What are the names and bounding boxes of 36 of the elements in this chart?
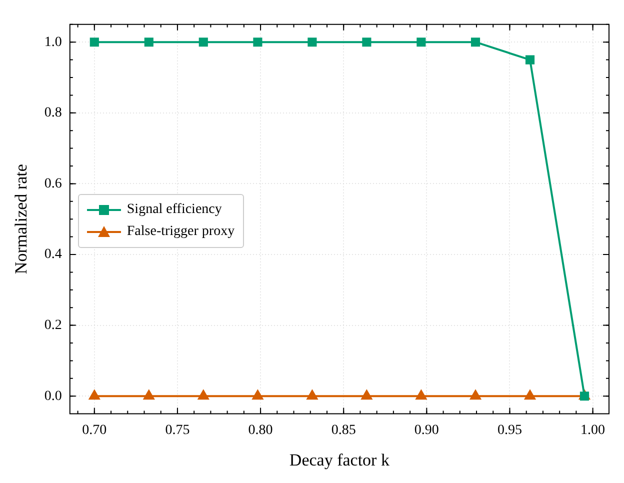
point bbox=[252, 390, 264, 400]
point bbox=[306, 390, 318, 400]
point bbox=[580, 392, 590, 401]
y-tick-label: 1.0 bbox=[44, 34, 62, 50]
point bbox=[90, 38, 99, 47]
y-tick-label: 0.2 bbox=[44, 318, 62, 333]
point bbox=[470, 38, 480, 47]
point bbox=[416, 390, 427, 400]
x-tick-label: 0.85 bbox=[331, 422, 356, 438]
x-tick-label: 0.95 bbox=[497, 422, 522, 438]
x-tick-label: 0.70 bbox=[82, 422, 107, 438]
x-tick-label: 0.90 bbox=[414, 422, 439, 438]
point bbox=[198, 38, 208, 47]
point bbox=[361, 390, 372, 400]
point bbox=[198, 390, 209, 400]
legend-label: False-trigger proxy bbox=[126, 223, 235, 242]
y-tick-label: 0.6 bbox=[44, 176, 62, 192]
point bbox=[362, 38, 372, 47]
x-tick-label: 0.75 bbox=[165, 422, 190, 438]
point bbox=[525, 55, 535, 64]
y-tick-label: 0.4 bbox=[44, 247, 62, 262]
point bbox=[524, 390, 536, 400]
y-tick-label: 0.8 bbox=[44, 106, 62, 121]
x-tick-label: 0.80 bbox=[248, 422, 273, 438]
point bbox=[144, 38, 154, 47]
point bbox=[144, 390, 154, 400]
x-tick-label: 1.00 bbox=[580, 422, 606, 438]
point bbox=[470, 390, 481, 400]
point bbox=[89, 390, 100, 400]
point bbox=[308, 38, 317, 47]
y-tick-label: 0.0 bbox=[44, 388, 62, 404]
y-axis-title: Normalized rate bbox=[12, 164, 31, 274]
point bbox=[253, 38, 262, 47]
point bbox=[416, 38, 426, 47]
x-axis-title: Decay factor k bbox=[289, 450, 390, 470]
legend-label: Signal efficiency bbox=[126, 201, 222, 220]
